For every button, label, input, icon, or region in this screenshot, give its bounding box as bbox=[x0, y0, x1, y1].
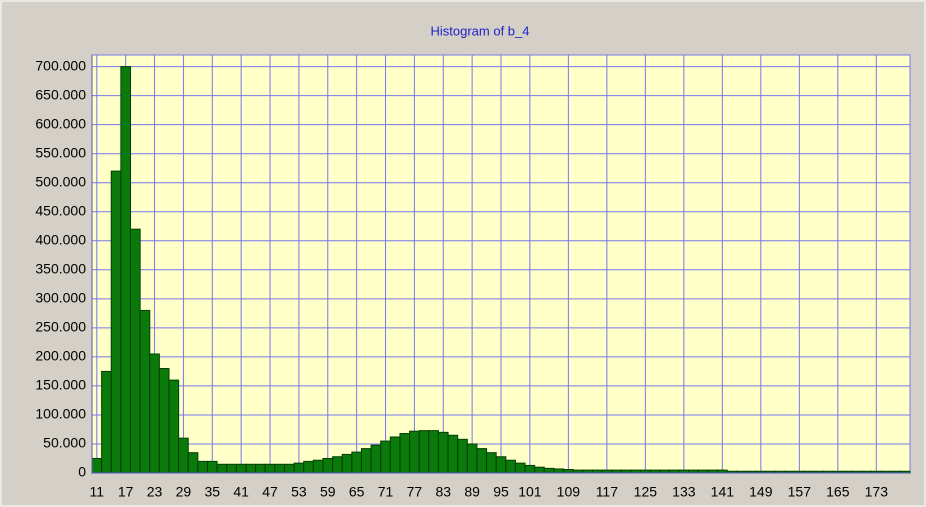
bar bbox=[101, 370, 112, 474]
bar bbox=[139, 309, 151, 474]
bar bbox=[418, 430, 430, 474]
bar bbox=[245, 463, 257, 474]
y-tick-label: 50.000 bbox=[43, 435, 86, 451]
bar bbox=[370, 444, 382, 474]
bar bbox=[457, 438, 468, 474]
bar bbox=[255, 463, 266, 474]
y-tick-label: 650.000 bbox=[35, 86, 86, 102]
bar bbox=[110, 170, 122, 474]
y-tick-label: 400.000 bbox=[35, 231, 86, 247]
bar bbox=[235, 463, 247, 474]
bar bbox=[312, 459, 324, 474]
y-tick-label: 0 bbox=[78, 464, 86, 480]
bar bbox=[322, 457, 334, 474]
y-tick-label: 250.000 bbox=[35, 319, 86, 335]
bar bbox=[514, 462, 526, 474]
bar bbox=[178, 437, 189, 474]
x-tick-label: 89 bbox=[464, 484, 480, 500]
bar bbox=[129, 228, 141, 474]
bar bbox=[534, 466, 545, 474]
bar bbox=[332, 456, 343, 474]
bar bbox=[563, 469, 574, 474]
x-tick-label: 17 bbox=[118, 484, 134, 500]
bar bbox=[409, 430, 420, 474]
bar bbox=[495, 456, 507, 474]
x-tick-label: 109 bbox=[557, 484, 581, 500]
bar bbox=[428, 430, 439, 474]
bar bbox=[543, 467, 555, 474]
bar bbox=[360, 448, 372, 474]
x-tick-label: 125 bbox=[634, 484, 658, 500]
y-tick-label: 300.000 bbox=[35, 290, 86, 306]
bar bbox=[293, 462, 305, 474]
x-tick-label: 117 bbox=[596, 484, 619, 500]
bar bbox=[447, 434, 459, 474]
bar bbox=[149, 353, 160, 474]
bar bbox=[466, 443, 478, 474]
bar bbox=[505, 459, 516, 474]
bar bbox=[351, 451, 362, 474]
bar bbox=[389, 436, 401, 474]
y-tick-label: 550.000 bbox=[35, 144, 86, 160]
x-tick-label: 173 bbox=[865, 484, 889, 500]
x-tick-label: 65 bbox=[349, 484, 365, 500]
bar bbox=[158, 368, 170, 474]
bar bbox=[303, 460, 314, 474]
x-tick-label: 149 bbox=[749, 484, 773, 500]
y-tick-label: 700.000 bbox=[35, 57, 86, 73]
bar bbox=[120, 66, 131, 474]
x-tick-label: 59 bbox=[320, 484, 336, 500]
x-tick-label: 133 bbox=[672, 484, 696, 500]
x-tick-label: 35 bbox=[205, 484, 221, 500]
bar bbox=[399, 433, 411, 474]
y-tick-label: 100.000 bbox=[35, 406, 86, 422]
bar bbox=[206, 460, 218, 474]
x-tick-label: 71 bbox=[378, 484, 394, 500]
bar bbox=[274, 463, 285, 474]
x-tick-label: 53 bbox=[291, 484, 307, 500]
x-tick-label: 77 bbox=[407, 484, 423, 500]
bar bbox=[197, 460, 208, 474]
x-tick-label: 83 bbox=[435, 484, 451, 500]
bar bbox=[486, 452, 497, 474]
bar bbox=[168, 379, 180, 474]
bar bbox=[187, 452, 199, 474]
bar bbox=[524, 464, 536, 474]
bar bbox=[283, 463, 295, 474]
y-tick-label: 500.000 bbox=[35, 173, 86, 189]
bar bbox=[553, 468, 565, 474]
bar bbox=[380, 440, 391, 474]
x-tick-label: 47 bbox=[262, 484, 278, 500]
y-tick-label: 450.000 bbox=[35, 202, 86, 218]
bar bbox=[91, 457, 103, 474]
bar bbox=[476, 448, 488, 474]
x-tick-label: 41 bbox=[233, 484, 249, 500]
x-tick-label: 101 bbox=[518, 484, 542, 500]
x-tick-label: 29 bbox=[176, 484, 192, 500]
bar bbox=[437, 431, 449, 474]
x-tick-label: 141 bbox=[711, 484, 735, 500]
bar bbox=[226, 463, 237, 474]
bar bbox=[341, 453, 353, 474]
bar bbox=[264, 463, 276, 474]
chart-title: Histogram of b_4 bbox=[431, 23, 530, 38]
y-tick-label: 600.000 bbox=[35, 115, 86, 131]
x-tick-label: 165 bbox=[826, 484, 850, 500]
x-tick-label: 95 bbox=[493, 484, 509, 500]
y-tick-label: 150.000 bbox=[35, 377, 86, 393]
x-tick-label: 157 bbox=[788, 484, 812, 500]
x-tick-label: 11 bbox=[90, 484, 105, 500]
y-tick-label: 200.000 bbox=[35, 348, 86, 364]
x-tick-label: 23 bbox=[147, 484, 163, 500]
bar bbox=[216, 463, 228, 474]
y-tick-label: 350.000 bbox=[35, 261, 86, 277]
